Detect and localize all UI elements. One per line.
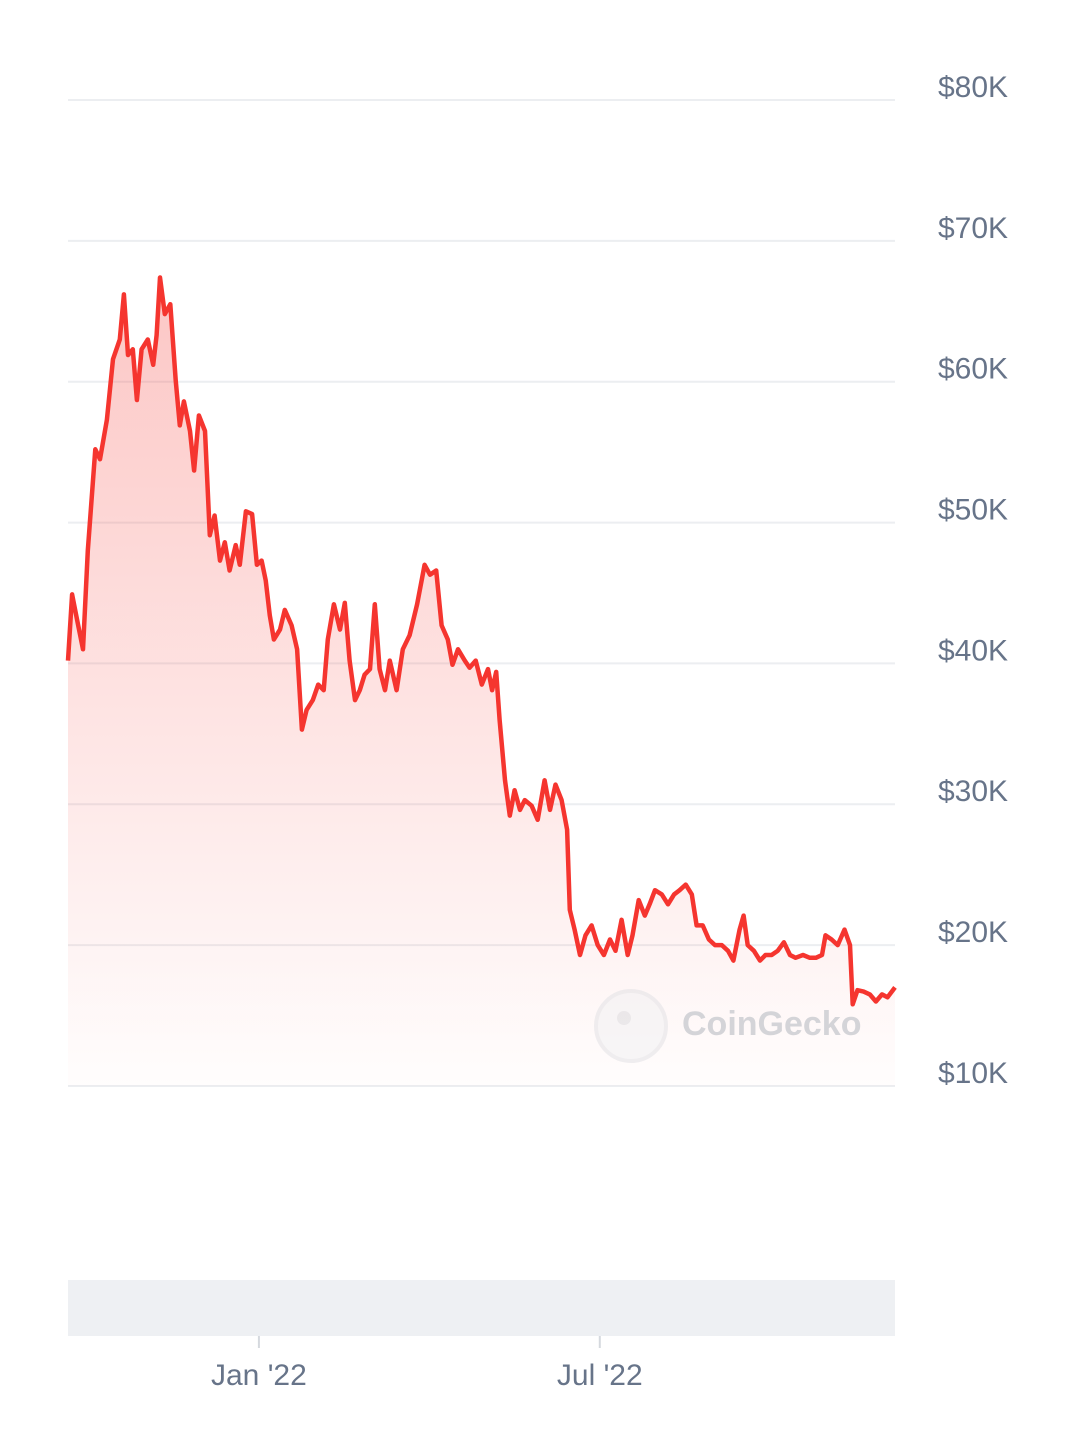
y-tick-label: $20K bbox=[938, 916, 1008, 949]
y-tick-label: $60K bbox=[938, 353, 1008, 386]
area bbox=[68, 277, 895, 1086]
y-tick-label: $70K bbox=[938, 212, 1008, 245]
volume-band bbox=[68, 1280, 895, 1336]
y-tick-label: $40K bbox=[938, 634, 1008, 667]
watermark-logo bbox=[594, 989, 668, 1063]
x-tick-label: Jan '22 bbox=[211, 1359, 307, 1392]
y-tick-label: $50K bbox=[938, 493, 1008, 526]
y-tick-label: $10K bbox=[938, 1057, 1008, 1090]
x-tick-label: Jul '22 bbox=[557, 1359, 643, 1392]
price-line bbox=[65, 275, 897, 1007]
watermark: CoinGecko bbox=[682, 1005, 861, 1043]
y-tick-label: $30K bbox=[938, 775, 1008, 808]
y-tick-label: $80K bbox=[938, 71, 1008, 104]
